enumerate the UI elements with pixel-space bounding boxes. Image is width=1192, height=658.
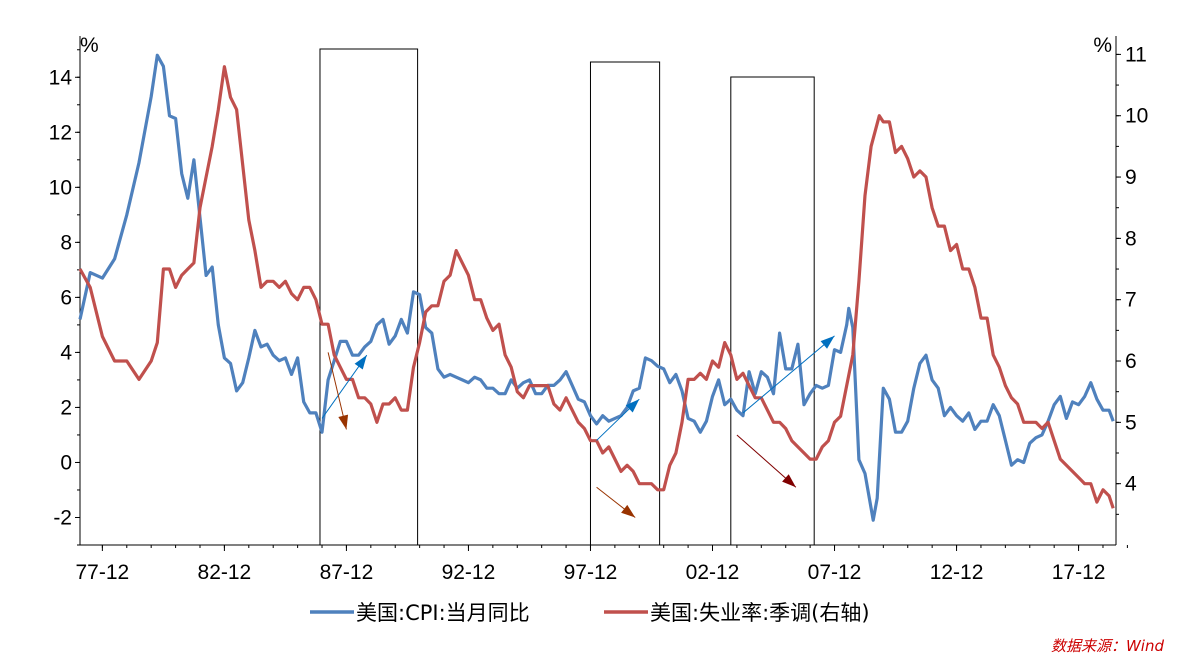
- trend-arrow-head: [625, 399, 640, 413]
- series-lines: [78, 53, 1115, 522]
- trend-arrow-head: [820, 335, 835, 349]
- left-tick-label: 4: [60, 341, 72, 364]
- right-tick-label: 6: [1125, 350, 1137, 373]
- cpi-line: [78, 53, 1115, 522]
- left-tick-label: 10: [49, 176, 72, 199]
- left-tick-label: 8: [60, 231, 72, 254]
- trend-arrow-line: [742, 335, 835, 414]
- left-axis-unit: %: [80, 34, 99, 57]
- right-tick-label: 7: [1125, 289, 1137, 312]
- x-tick-label: 17-12: [1052, 561, 1106, 584]
- x-tick-label: 02-12: [686, 561, 740, 584]
- right-axis-unit: %: [1093, 34, 1112, 57]
- x-tick-label: 12-12: [930, 561, 984, 584]
- unemployment-line: [78, 65, 1115, 509]
- x-tick-label: 92-12: [442, 561, 496, 584]
- highlight-box: [730, 76, 815, 546]
- legend: 美国:CPI:当月同比 美国:失业率:季调(右轴): [310, 601, 870, 625]
- left-tick-label: 12: [49, 121, 72, 144]
- left-tick-label: 0: [60, 451, 72, 474]
- highlight-box: [319, 48, 419, 546]
- legend-label: 美国:CPI:当月同比: [356, 601, 530, 625]
- right-tick-label: 9: [1125, 166, 1137, 189]
- trend-arrows: [321, 335, 835, 518]
- left-tick-label: 2: [60, 396, 72, 419]
- x-tick-label: 97-12: [564, 561, 618, 584]
- x-tick-label: 07-12: [808, 561, 862, 584]
- x-tick-label: 82-12: [198, 561, 252, 584]
- right-tick-label: 11: [1125, 43, 1147, 66]
- legend-label: 美国:失业率:季调(右轴): [650, 601, 870, 625]
- trend-arrow-head: [782, 474, 796, 488]
- left-tick-label: 14: [49, 66, 73, 89]
- highlight-box: [589, 61, 661, 546]
- trend-arrow-head: [354, 355, 367, 370]
- x-tick-label: 77-12: [76, 561, 130, 584]
- axes: -2 0 2 4 6 8 10 12 14% 4 5 6 7 8 9 10 11% 77-12 82-12 87-12…: [49, 34, 1149, 584]
- x-tick-label: 87-12: [320, 561, 374, 584]
- right-tick-label: 4: [1125, 473, 1137, 496]
- source-note: 数据来源：Wind: [1051, 637, 1165, 655]
- trend-arrow-head: [338, 414, 349, 430]
- right-tick-label: 10: [1125, 105, 1148, 128]
- highlight-boxes: [319, 48, 815, 546]
- left-tick-label: 6: [60, 286, 72, 309]
- right-tick-label: 5: [1125, 411, 1137, 434]
- right-tick-label: 8: [1125, 227, 1137, 250]
- left-tick-label: -2: [53, 506, 72, 529]
- trend-arrow-head: [621, 504, 636, 518]
